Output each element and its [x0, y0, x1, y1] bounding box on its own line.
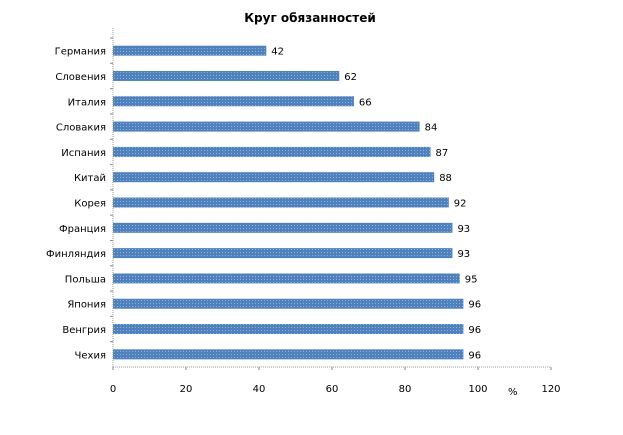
data-label: 66 — [359, 97, 372, 108]
x-tick-label: 0 — [110, 384, 116, 395]
data-label: 84 — [425, 123, 438, 134]
chart-title: Круг обязанностей — [244, 11, 376, 25]
category-label: Япония — [67, 300, 106, 311]
x-tick-label: 80 — [399, 384, 412, 395]
data-label: 62 — [344, 72, 357, 83]
category-label: Словакия — [56, 123, 106, 134]
bar — [113, 298, 464, 309]
x-tick-label: 100 — [468, 384, 487, 395]
data-label: 95 — [465, 274, 478, 285]
data-label: 93 — [457, 249, 470, 260]
bar — [113, 172, 435, 183]
bar — [113, 324, 464, 335]
data-label: 96 — [468, 350, 481, 361]
data-label: 92 — [454, 199, 467, 210]
x-tick-label: 60 — [326, 384, 339, 395]
category-label: Китай — [74, 173, 106, 184]
bar — [113, 273, 460, 284]
category-label: Корея — [74, 199, 106, 210]
bar — [113, 96, 354, 107]
category-label: Словения — [55, 72, 106, 83]
bar — [113, 197, 449, 208]
bar — [113, 248, 453, 259]
data-label: 88 — [439, 173, 452, 184]
x-tick-label: 20 — [180, 384, 193, 395]
category-label: Финляндия — [46, 249, 106, 260]
bar — [113, 70, 340, 81]
category-label: Чехия — [75, 350, 106, 361]
bar — [113, 45, 267, 56]
x-tick-label: 120 — [541, 384, 560, 395]
category-label: Польша — [65, 274, 106, 285]
data-label: 93 — [457, 224, 470, 235]
category-label: Германия — [55, 47, 106, 58]
bar — [113, 121, 420, 132]
x-axis-label: % — [508, 387, 518, 398]
data-label: 87 — [436, 148, 449, 159]
category-label: Венгрия — [62, 325, 106, 336]
data-label: 96 — [468, 325, 481, 336]
x-tick-label: 40 — [253, 384, 266, 395]
bar — [113, 349, 464, 360]
bar — [113, 222, 453, 233]
category-label: Испания — [61, 148, 106, 159]
category-label: Италия — [68, 97, 106, 108]
category-label: Франция — [59, 224, 106, 235]
data-label: 42 — [271, 47, 284, 58]
data-label: 96 — [468, 300, 481, 311]
bar — [113, 146, 431, 157]
